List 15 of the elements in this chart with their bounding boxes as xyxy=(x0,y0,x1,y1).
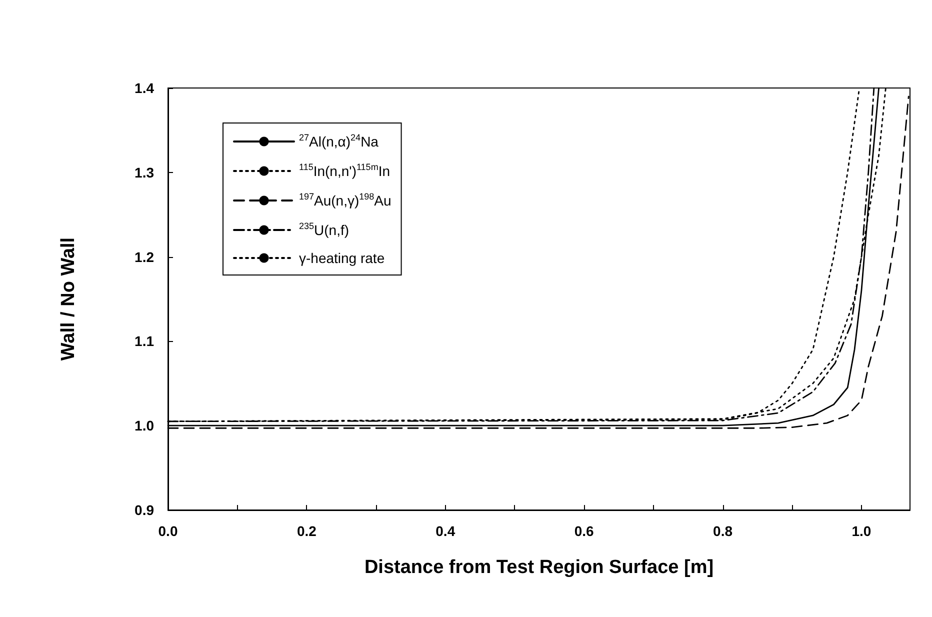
y-tick-label: 1.2 xyxy=(134,248,154,265)
x-tick-label: 0.2 xyxy=(296,523,317,539)
y-tick-label: 1.3 xyxy=(134,164,154,180)
x-tick-label: 0.4 xyxy=(436,523,456,539)
y-tick-label: 0.9 xyxy=(134,502,154,518)
x-tick-label: 0.0 xyxy=(158,523,178,539)
legend-label: γ-heating rate xyxy=(299,250,385,266)
y-tick-label: 1.0 xyxy=(134,418,154,434)
x-tick-label: 0.8 xyxy=(713,523,733,539)
y-tick-label: 1.4 xyxy=(134,80,154,96)
x-tick-label: 1.0 xyxy=(852,523,872,539)
y-tick-label: 1.1 xyxy=(134,333,154,350)
x-axis-title: Distance from Test Region Surface [m] xyxy=(364,557,714,578)
y-axis-title: Wall / No Wall xyxy=(58,237,79,361)
x-tick-label: 0.6 xyxy=(574,523,594,539)
